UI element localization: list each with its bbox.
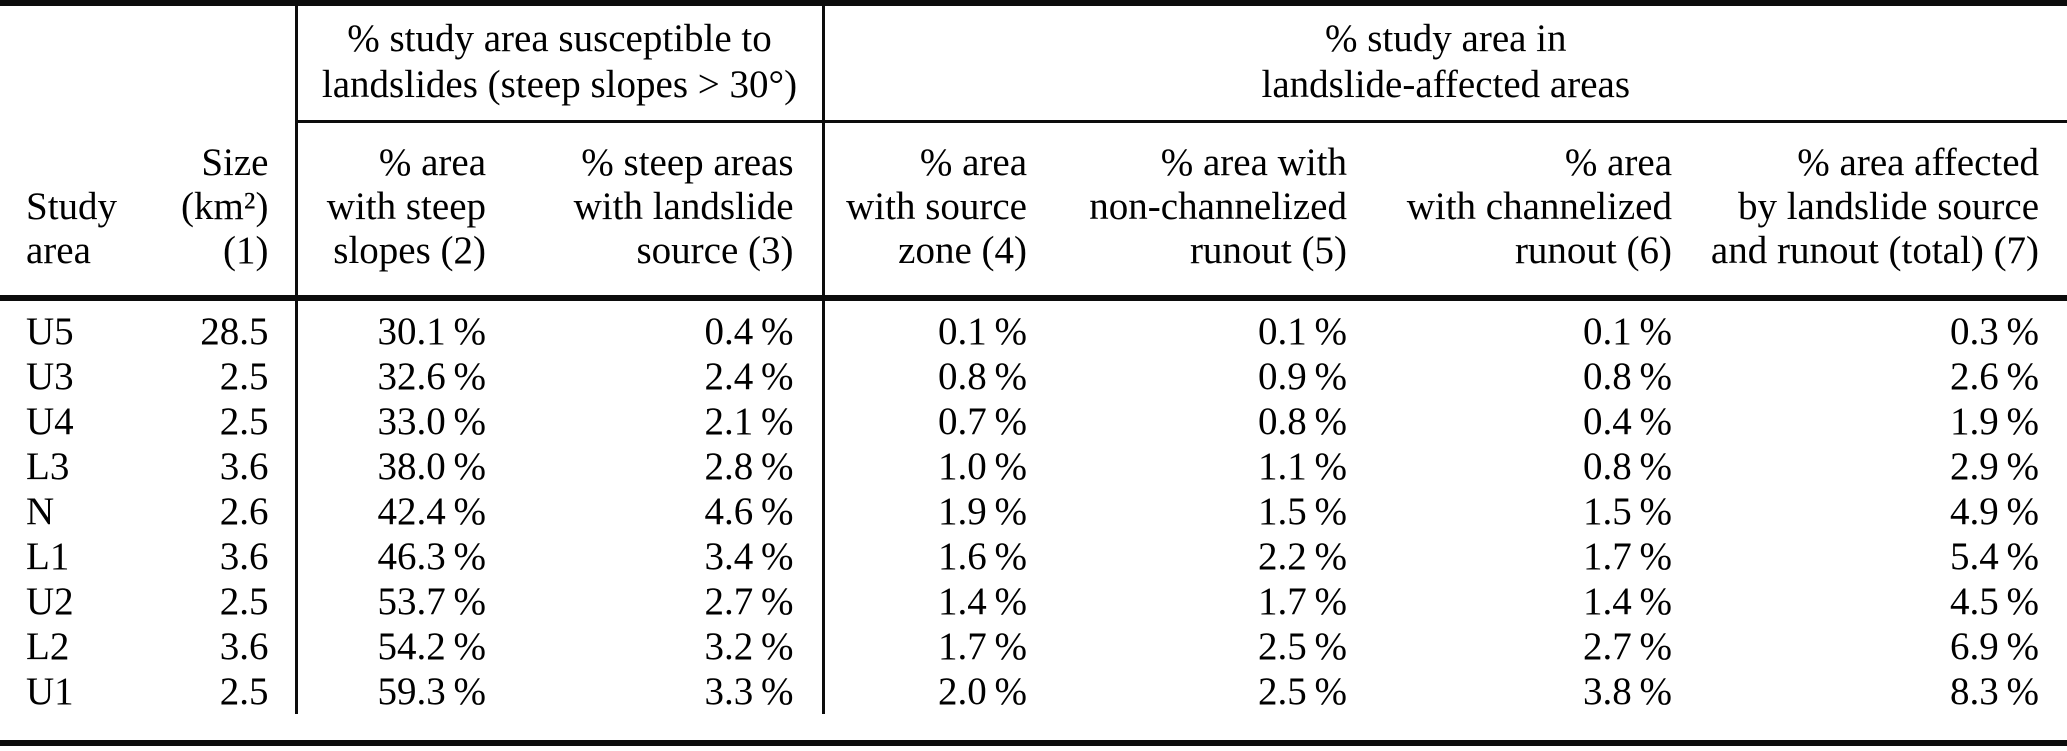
table-cell: 0.3 % (1950, 310, 2040, 353)
table-cell: 2.5 (170, 579, 298, 624)
table-cell: 1.1 % (1257, 445, 1347, 488)
table-row: L3 3.6 38.0 % 2.8 % 1.0 % 1.1 % 0.8 % 2.… (0, 444, 2067, 489)
table-row: U5 28.5 30.1 % 0.4 % 0.1 % 0.1 % 0.1 % 0… (0, 298, 2067, 354)
table-cell: 2.6 % (1950, 355, 2040, 398)
table-cell: 2.0 % (937, 670, 1027, 713)
table-cell: 0.4 % (510, 298, 825, 354)
table-cell: 2.5 (170, 399, 298, 444)
table-cell: 0.7 % (937, 400, 1027, 443)
table-cell: U2 (26, 580, 74, 623)
table-cell: 3.6 (170, 624, 298, 669)
col-header-channelized-runout: % area with channelized runout (6) (1375, 121, 1700, 301)
table-cell: 3.2 % (510, 624, 825, 669)
table-row: U1 2.5 59.3 % 3.3 % 2.0 % 2.5 % 3.8 % 8.… (0, 669, 2067, 714)
table-cell: 28.5 (170, 298, 298, 354)
table-cell: 30.1 % (377, 310, 486, 353)
table-cell: 2.5 % (1257, 670, 1347, 713)
group-header-row: % study area susceptible to landslides (… (0, 3, 2067, 123)
col-header-landslide-source: % steep areas with landslide source (3) (510, 121, 825, 301)
table-cell: 2.6 (170, 489, 298, 534)
group-header-affected: % study area in landslide-affected areas (823, 3, 2067, 123)
table-cell: 0.8 % (1257, 400, 1347, 443)
table-cell: U4 (26, 400, 74, 443)
table-cell: 2.4 % (510, 354, 825, 399)
bottom-spacer-row (0, 714, 2067, 743)
table-cell: 0.4 % (1582, 400, 1672, 443)
table-row: U3 2.5 32.6 % 2.4 % 0.8 % 0.9 % 0.8 % 2.… (0, 354, 2067, 399)
table-cell: 1.4 % (1582, 580, 1672, 623)
table-cell: U5 (26, 310, 74, 353)
table-cell: N (26, 490, 55, 533)
table-cell: 1.5 % (1582, 490, 1672, 533)
bottom-spacer-cell (0, 714, 2067, 743)
table-cell: 1.6 % (937, 535, 1027, 578)
table-cell: 0.1 % (1257, 310, 1347, 353)
table-cell: U1 (26, 670, 74, 713)
table-cell: 5.4 % (1950, 535, 2040, 578)
table-cell: 6.9 % (1950, 625, 2040, 668)
table-cell: L2 (26, 625, 70, 668)
table-cell: 54.2 % (377, 625, 486, 668)
table-cell: 1.9 % (1950, 400, 2040, 443)
table-cell: 3.6 (170, 444, 298, 489)
table-row: U2 2.5 53.7 % 2.7 % 1.4 % 1.7 % 1.4 % 4.… (0, 579, 2067, 624)
table-cell: 1.7 % (937, 625, 1027, 668)
table-cell: 59.3 % (377, 670, 486, 713)
table-cell: 53.7 % (377, 580, 486, 623)
table-cell: 1.0 % (937, 445, 1027, 488)
table-cell: 4.5 % (1950, 580, 2040, 623)
table-cell: 2.8 % (510, 444, 825, 489)
col-header-size: Size (km²) (1) (170, 121, 298, 301)
table-cell: 2.5 (170, 354, 298, 399)
table-cell: 0.9 % (1257, 355, 1347, 398)
table-cell: 1.4 % (937, 580, 1027, 623)
table-cell: 2.7 % (510, 579, 825, 624)
column-header-row: Study area Size (km²) (1) % area with st… (0, 121, 2067, 301)
table-cell: 0.8 % (1582, 445, 1672, 488)
col-header-non-channelized-runout: % area with non-channelized runout (5) (1055, 121, 1375, 301)
table-cell: L1 (26, 535, 70, 578)
col-header-source-zone: % area with source zone (4) (823, 121, 1055, 301)
table-cell: L3 (26, 445, 70, 488)
table-cell: 2.5 % (1257, 625, 1347, 668)
table-cell: 46.3 % (377, 535, 486, 578)
table-cell: 1.7 % (1582, 535, 1672, 578)
table-cell: 1.9 % (937, 490, 1027, 533)
col-header-study-area: Study area (0, 121, 170, 301)
table-cell: 1.7 % (1257, 580, 1347, 623)
table-cell: 2.5 (170, 669, 298, 714)
group-header-susceptible: % study area susceptible to landslides (… (294, 3, 825, 123)
table-cell: 3.4 % (510, 534, 825, 579)
table-row: L2 3.6 54.2 % 3.2 % 1.7 % 2.5 % 2.7 % 6.… (0, 624, 2067, 669)
table-cell: 32.6 % (377, 355, 486, 398)
table-cell: 0.1 % (937, 310, 1027, 353)
table-cell: 4.9 % (1950, 490, 2040, 533)
table-cell: 2.9 % (1950, 445, 2040, 488)
table-cell: 1.5 % (1257, 490, 1347, 533)
table-cell: 3.3 % (510, 669, 825, 714)
table-cell: 0.8 % (937, 355, 1027, 398)
table-cell: 3.6 (170, 534, 298, 579)
table-cell: 2.7 % (1582, 625, 1672, 668)
table-cell: 3.8 % (1582, 670, 1672, 713)
table-cell: U3 (26, 355, 74, 398)
table-row: L1 3.6 46.3 % 3.4 % 1.6 % 2.2 % 1.7 % 5.… (0, 534, 2067, 579)
table-row: N 2.6 42.4 % 4.6 % 1.9 % 1.5 % 1.5 % 4.9… (0, 489, 2067, 534)
table-cell: 2.1 % (510, 399, 825, 444)
table-cell: 38.0 % (377, 445, 486, 488)
table-cell: 42.4 % (377, 490, 486, 533)
table-cell: 4.6 % (510, 489, 825, 534)
table-cell: 0.1 % (1582, 310, 1672, 353)
col-header-total-affected: % area affected by landslide source and … (1700, 121, 2067, 301)
table-cell: 8.3 % (1950, 670, 2040, 713)
table-cell: 33.0 % (377, 400, 486, 443)
col-header-steep-slopes: % area with steep slopes (2) (296, 121, 510, 301)
table-cell: 0.8 % (1582, 355, 1672, 398)
table-cell: 2.2 % (1257, 535, 1347, 578)
table-row: U4 2.5 33.0 % 2.1 % 0.7 % 0.8 % 0.4 % 1.… (0, 399, 2067, 444)
group-header-empty-cell (0, 3, 296, 122)
